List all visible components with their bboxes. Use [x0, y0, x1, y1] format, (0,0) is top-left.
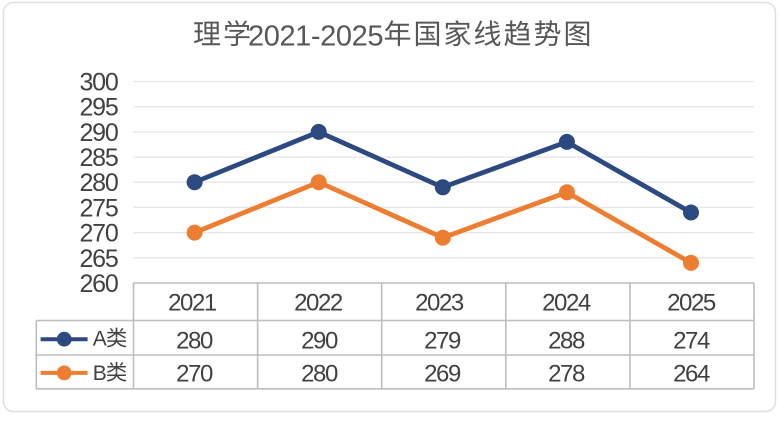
- svg-text:2021-2025: 2021-2025: [248, 20, 383, 52]
- svg-text:269: 269: [424, 360, 461, 387]
- svg-text:A: A: [93, 328, 107, 351]
- svg-text:285: 285: [79, 144, 117, 172]
- svg-text:280: 280: [79, 169, 117, 197]
- svg-text:275: 275: [79, 194, 117, 222]
- svg-text:2022: 2022: [294, 290, 343, 317]
- svg-text:2023: 2023: [415, 290, 464, 317]
- svg-text:278: 278: [548, 360, 585, 387]
- svg-text:280: 280: [176, 328, 213, 355]
- svg-text:264: 264: [673, 360, 710, 387]
- svg-text:B: B: [93, 362, 107, 385]
- svg-text:295: 295: [79, 94, 117, 122]
- svg-text:2021: 2021: [168, 290, 217, 317]
- svg-text:290: 290: [301, 328, 338, 355]
- svg-text:279: 279: [424, 328, 461, 355]
- svg-text:288: 288: [548, 328, 585, 355]
- svg-text:2024: 2024: [542, 290, 591, 317]
- svg-text:274: 274: [673, 328, 710, 355]
- svg-text:270: 270: [79, 220, 117, 248]
- svg-text:300: 300: [79, 69, 117, 97]
- svg-text:260: 260: [79, 270, 117, 298]
- svg-text:280: 280: [301, 360, 338, 387]
- svg-text:265: 265: [79, 245, 117, 273]
- svg-text:290: 290: [79, 119, 117, 147]
- svg-text:2025: 2025: [667, 290, 716, 317]
- svg-text:270: 270: [176, 360, 213, 387]
